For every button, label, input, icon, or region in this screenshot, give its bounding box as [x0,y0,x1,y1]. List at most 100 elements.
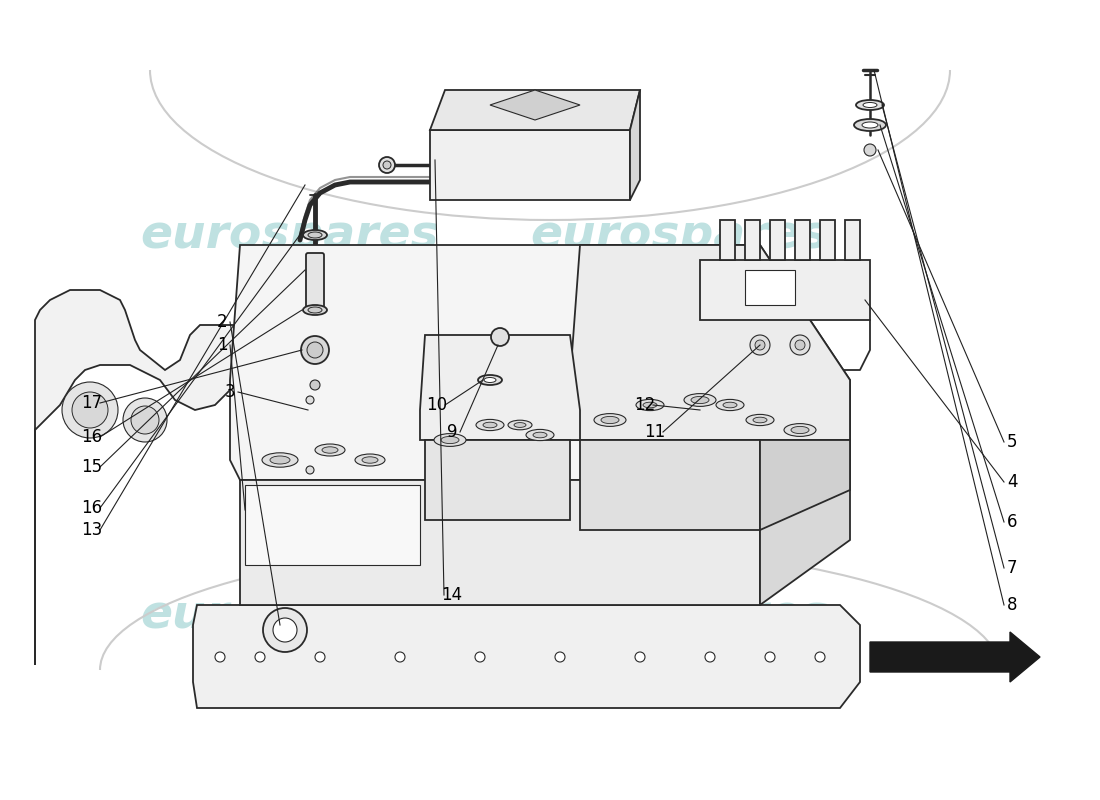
Ellipse shape [754,418,767,422]
Text: 11: 11 [645,423,665,441]
Polygon shape [630,90,640,200]
Circle shape [491,328,509,346]
Circle shape [790,335,810,355]
Polygon shape [580,440,760,530]
Ellipse shape [362,457,378,463]
Circle shape [307,342,323,358]
Circle shape [123,398,167,442]
Polygon shape [820,220,835,260]
Circle shape [705,652,715,662]
Circle shape [556,652,565,662]
Ellipse shape [322,446,338,453]
Circle shape [395,652,405,662]
Polygon shape [425,440,570,520]
Polygon shape [760,460,850,605]
Polygon shape [760,440,850,530]
Polygon shape [570,245,850,440]
Polygon shape [700,260,870,320]
Polygon shape [420,335,580,440]
Ellipse shape [534,432,547,438]
Ellipse shape [270,456,290,464]
Ellipse shape [483,422,497,428]
Ellipse shape [441,437,459,443]
Ellipse shape [691,396,710,403]
Text: 9: 9 [447,423,458,441]
Ellipse shape [791,426,808,434]
Polygon shape [745,270,795,305]
Polygon shape [192,605,860,708]
Ellipse shape [716,399,744,410]
Text: 5: 5 [1006,433,1018,451]
Polygon shape [745,220,760,260]
Circle shape [131,406,160,434]
Text: 7: 7 [1006,559,1018,577]
Ellipse shape [636,399,664,410]
Text: 15: 15 [81,458,102,476]
Ellipse shape [476,419,504,430]
FancyBboxPatch shape [306,253,324,312]
Text: 17: 17 [81,394,102,412]
Ellipse shape [854,119,886,131]
Text: eurospares: eurospares [530,593,829,638]
Circle shape [795,340,805,350]
Text: 13: 13 [81,521,102,539]
Ellipse shape [302,305,327,315]
Ellipse shape [644,402,657,408]
Circle shape [306,396,313,404]
Circle shape [62,382,118,438]
Circle shape [383,161,390,169]
Polygon shape [430,130,630,200]
Circle shape [310,380,320,390]
Ellipse shape [484,378,496,382]
Ellipse shape [262,453,298,467]
Polygon shape [245,485,420,565]
Circle shape [255,652,265,662]
Polygon shape [870,632,1040,682]
Text: 16: 16 [81,428,102,446]
Text: 12: 12 [635,396,656,414]
Ellipse shape [508,420,532,430]
Circle shape [72,392,108,428]
Polygon shape [430,90,640,130]
Text: eurospares: eurospares [530,213,829,258]
Ellipse shape [434,434,466,446]
Polygon shape [770,220,785,260]
Circle shape [379,157,395,173]
Polygon shape [720,220,735,260]
Circle shape [306,466,313,474]
Text: 2: 2 [217,313,228,331]
Text: 6: 6 [1006,513,1018,531]
Text: eurospares: eurospares [141,593,439,638]
Text: 4: 4 [1006,473,1018,491]
Circle shape [635,652,645,662]
Polygon shape [35,290,250,665]
Polygon shape [240,480,760,605]
Ellipse shape [355,454,385,466]
Text: 1: 1 [217,336,228,354]
Ellipse shape [723,402,737,408]
Ellipse shape [784,424,816,437]
Ellipse shape [315,444,345,456]
Ellipse shape [308,307,322,313]
Ellipse shape [594,414,626,426]
Circle shape [750,335,770,355]
Polygon shape [490,90,580,120]
Circle shape [214,652,225,662]
Ellipse shape [514,422,526,427]
Polygon shape [845,220,860,260]
Polygon shape [795,220,810,260]
Text: 8: 8 [1006,596,1018,614]
Circle shape [764,652,776,662]
Polygon shape [230,245,850,480]
Text: 10: 10 [427,396,448,414]
Ellipse shape [478,375,502,385]
Ellipse shape [862,122,878,128]
Ellipse shape [302,230,327,240]
Ellipse shape [308,232,322,238]
Ellipse shape [684,394,716,406]
Circle shape [864,144,876,156]
Ellipse shape [601,416,619,424]
Text: 16: 16 [81,499,102,517]
Text: 14: 14 [441,586,463,604]
Ellipse shape [526,430,554,441]
